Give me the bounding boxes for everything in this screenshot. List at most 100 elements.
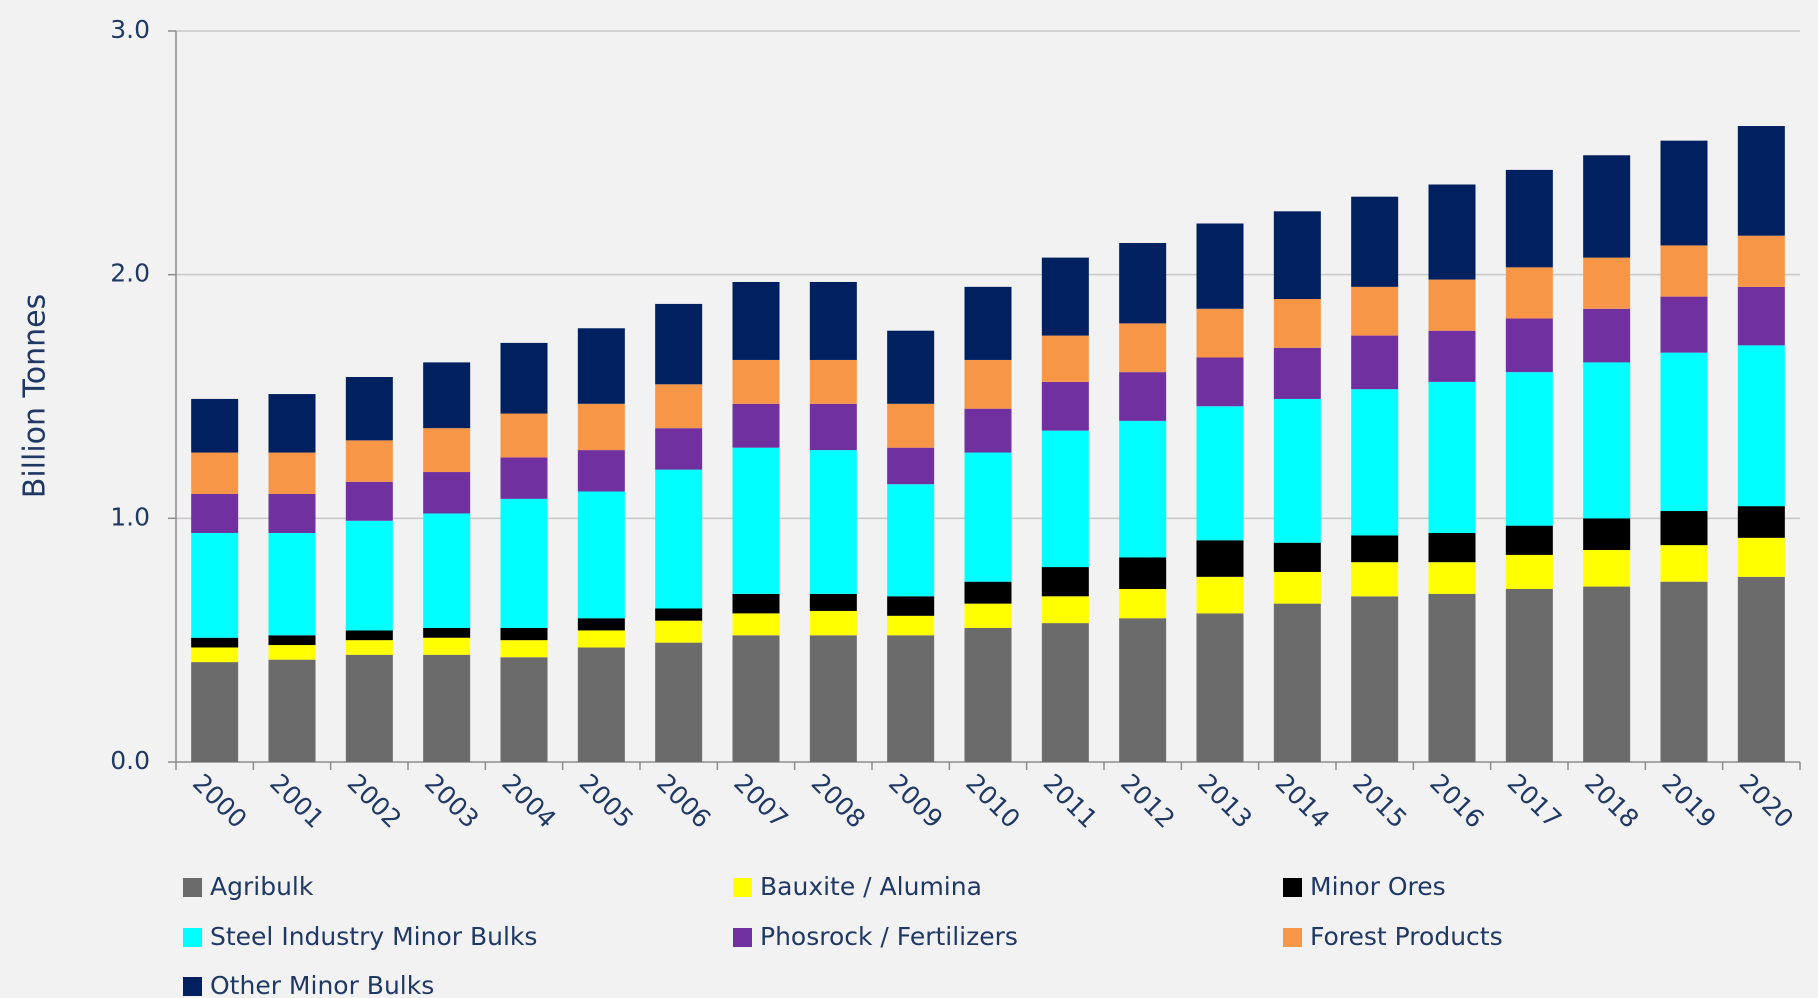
bar-segment <box>887 403 935 448</box>
bar-segment <box>964 581 1012 604</box>
bar-segment <box>1660 352 1708 512</box>
bar-segment <box>1737 235 1785 287</box>
bar-segment <box>577 328 625 404</box>
bar-segment <box>191 637 239 648</box>
bar-segment <box>191 647 239 663</box>
bar-segment <box>1119 323 1167 373</box>
legend-swatch <box>1283 878 1302 897</box>
bar-segment <box>655 384 703 429</box>
bar-segment <box>577 403 625 451</box>
bar-segment <box>345 440 393 482</box>
bar-segment <box>1428 381 1476 533</box>
bar-segment <box>964 452 1012 582</box>
bar-segment <box>1351 389 1399 536</box>
legend-label: Phosrock / Fertilizers <box>760 922 1018 951</box>
bar-segment <box>577 450 625 492</box>
bar-segment <box>887 615 935 636</box>
bar-segment <box>1273 347 1321 399</box>
bar-segment <box>1196 613 1244 762</box>
bar-segment <box>577 630 625 648</box>
bar-segment <box>1351 196 1399 287</box>
bar-segment <box>1196 576 1244 614</box>
bar-segment <box>1196 223 1244 309</box>
bar-segment <box>1583 308 1631 363</box>
bar-segment <box>1660 581 1708 762</box>
bar-segment <box>655 303 703 385</box>
bar-segment <box>1196 357 1244 407</box>
bar-segment <box>1505 318 1553 373</box>
bar-segment <box>1428 593 1476 762</box>
bar-segment <box>1041 567 1089 597</box>
bar-segment <box>1273 571 1321 604</box>
bar-segment <box>1660 245 1708 297</box>
bar-segment <box>577 491 625 619</box>
bar-segment <box>1505 372 1553 526</box>
bar-segment <box>345 520 393 631</box>
bar-segment <box>732 613 780 636</box>
bar-segment <box>1273 211 1321 300</box>
bar-segment <box>732 447 780 594</box>
bar-segment <box>1737 286 1785 346</box>
bar-segment <box>809 610 857 636</box>
bar-segment <box>345 377 393 441</box>
bar-segment <box>732 635 780 762</box>
bar-segment <box>1428 562 1476 594</box>
bar-segment <box>345 654 393 762</box>
bar-segment <box>1119 618 1167 762</box>
bar-segment <box>1273 398 1321 543</box>
bar-segment <box>1737 506 1785 538</box>
bar-segment <box>500 413 548 458</box>
bar-segment <box>809 403 857 451</box>
bar-segment <box>423 428 471 473</box>
bar-segment <box>268 532 316 636</box>
legend-label: Steel Industry Minor Bulks <box>210 922 537 951</box>
legend-swatch <box>1283 928 1302 947</box>
bar-segment <box>809 450 857 594</box>
bar-segment <box>655 428 703 470</box>
bar-segment <box>1428 184 1476 280</box>
legend-label: Agribulk <box>210 872 314 901</box>
bar-segment <box>1119 242 1167 324</box>
bar-segment <box>1505 588 1553 762</box>
bar-segment <box>1041 257 1089 336</box>
bar-segment <box>1041 335 1089 382</box>
bar-segment <box>1737 576 1785 762</box>
bar-segment <box>1583 518 1631 551</box>
bar-segment <box>1273 603 1321 762</box>
bar-segment <box>191 493 239 533</box>
legend-label: Forest Products <box>1310 922 1503 951</box>
bar-segment <box>887 596 935 616</box>
bar-segment <box>268 452 316 494</box>
bar-segment <box>1660 140 1708 246</box>
bar-segment <box>887 635 935 762</box>
legend-label: Other Minor Bulks <box>210 971 434 998</box>
bar-segment <box>1660 296 1708 353</box>
bar-segment <box>191 532 239 638</box>
y-tick-label: 2.0 <box>110 259 150 288</box>
bar-segment <box>423 654 471 762</box>
bar-segment <box>1505 525 1553 555</box>
bar-segment <box>1041 381 1089 431</box>
bar-segment <box>1119 372 1167 421</box>
bar-segment <box>1196 406 1244 541</box>
bar-segment <box>1119 420 1167 558</box>
bar-segment <box>191 452 239 494</box>
bar-segment <box>964 603 1012 628</box>
bar-segment <box>732 359 780 404</box>
bar-segment <box>732 403 780 448</box>
bar-segment <box>655 642 703 762</box>
bar-segment <box>655 469 703 609</box>
bar-segment <box>423 513 471 628</box>
bar-segment <box>268 394 316 453</box>
bar-segment <box>809 635 857 762</box>
bar-segment <box>423 472 471 514</box>
bar-segment <box>1583 155 1631 258</box>
bar-segment <box>1583 257 1631 309</box>
bar-segment <box>809 593 857 611</box>
bar-segment <box>268 493 316 533</box>
bar-segment <box>655 620 703 643</box>
bar-segment <box>964 627 1012 762</box>
bar-segment <box>1351 562 1399 597</box>
legend-swatch <box>183 878 202 897</box>
